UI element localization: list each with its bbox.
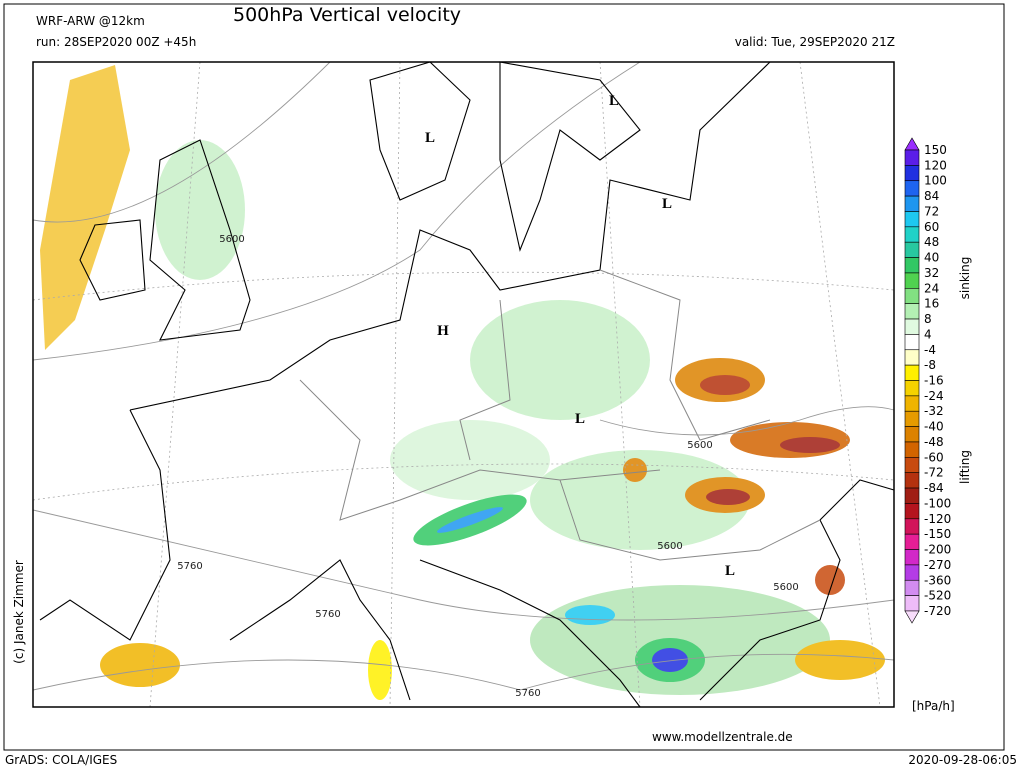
model-label: WRF-ARW @12km [36, 14, 145, 28]
colorbar-bin [904, 226, 920, 243]
coastlines [39, 61, 895, 708]
colorbar-level: 40 [924, 251, 939, 265]
colorbar-end [904, 610, 920, 624]
colorbar-level: -100 [924, 496, 951, 510]
colorbar-bin [904, 595, 920, 612]
colorbar-bin [904, 487, 920, 504]
colorbar-level: -60 [924, 450, 944, 464]
pressure-center: L [425, 130, 435, 146]
colorbar-bin [904, 334, 920, 351]
footer-url: www.modellzentrale.de [652, 730, 793, 744]
colorbar-lower-label: lifting [958, 450, 972, 484]
colorbar-level: -200 [924, 543, 951, 557]
contour-label: 5600 [219, 234, 244, 245]
outer-frame [3, 3, 1005, 751]
contour-label: 5600 [773, 582, 798, 593]
colorbar: 150120100847260484032241684-4-8-16-24-32… [904, 137, 951, 624]
colorbar-bin [904, 564, 920, 581]
colorbar-bin [904, 241, 920, 258]
valid-label: valid: Tue, 29SEP2020 21Z [735, 35, 895, 49]
colorbar-level: 72 [924, 204, 939, 218]
colorbar-level: 24 [924, 281, 939, 295]
colorbar-bin [904, 303, 920, 320]
colorbar-level: 8 [924, 312, 932, 326]
graticule [32, 61, 895, 708]
colorbar-bin [904, 518, 920, 535]
colorbar-level: -720 [924, 604, 951, 618]
run-label: run: 28SEP2020 00Z +45h [36, 35, 196, 49]
map-frame [32, 61, 895, 708]
map-labels: L L L H L L 5600 5600 5600 5600 5760 5760 5760 [177, 93, 798, 699]
colorbar-level: -32 [924, 404, 944, 418]
country-borders [299, 269, 821, 561]
contour-label: 5760 [177, 561, 202, 572]
pressure-center: H [437, 323, 449, 339]
colorbar-level: -16 [924, 374, 944, 388]
colorbar-bin [904, 364, 920, 381]
map-area: L L L H L L 5600 5600 5600 5600 5760 5760 5760 [32, 61, 895, 708]
colorbar-bin [904, 549, 920, 566]
colorbar-bin [904, 318, 920, 335]
colorbar-bin [904, 395, 920, 412]
contour-label: 5600 [687, 440, 712, 451]
contour-label: 5760 [315, 609, 340, 620]
colorbar-bin [904, 410, 920, 427]
colorbar-level: -520 [924, 589, 951, 603]
pressure-center: L [662, 196, 672, 212]
colorbar-bin [904, 195, 920, 212]
colorbar-bin [904, 533, 920, 550]
colorbar-bin [904, 472, 920, 489]
colorbar-level: 150 [924, 143, 947, 157]
colorbar-level: -270 [924, 558, 951, 572]
colorbar-level: 100 [924, 174, 947, 188]
colorbar-level: 48 [924, 235, 939, 249]
colorbar-bin [904, 503, 920, 520]
colorbar-level: -24 [924, 389, 944, 403]
pressure-center: L [575, 411, 585, 427]
colorbar-unit: [hPa/h] [912, 699, 955, 713]
copyright: (c) Janek Zimmer [12, 560, 26, 664]
footer-timestamp: 2020-09-28-06:05 [908, 753, 1017, 767]
colorbar-level: -150 [924, 527, 951, 541]
pressure-center: L [725, 563, 735, 579]
colorbar-bin [904, 441, 920, 458]
footer-software: GrADS: COLA/IGES [5, 753, 117, 767]
colorbar-level: 84 [924, 189, 939, 203]
colorbar-upper-label: sinking [958, 257, 972, 300]
contour-label: 5600 [657, 541, 682, 552]
colorbar-bin [904, 579, 920, 596]
colorbar-level: -360 [924, 573, 951, 587]
colorbar-level: 4 [924, 327, 932, 341]
colorbar-bin [904, 149, 920, 166]
colorbar-level: 16 [924, 297, 939, 311]
colorbar-bin [904, 180, 920, 197]
colorbar-level: -8 [924, 358, 936, 372]
colorbar-bin [904, 380, 920, 397]
colorbar-end [904, 137, 920, 151]
colorbar-bin [904, 349, 920, 366]
map-title: 500hPa Vertical velocity [233, 4, 461, 26]
colorbar-level: -72 [924, 466, 944, 480]
colorbar-level: 60 [924, 220, 939, 234]
colorbar-bin [904, 457, 920, 474]
colorbar-level: -4 [924, 343, 936, 357]
colorbar-level: -40 [924, 420, 944, 434]
colorbar-bin [904, 211, 920, 228]
colorbar-bin [904, 272, 920, 289]
colorbar-level: -48 [924, 435, 944, 449]
colorbar-level: -84 [924, 481, 944, 495]
colorbar-bin [904, 287, 920, 304]
colorbar-bin [904, 426, 920, 443]
pressure-center: L [609, 93, 619, 109]
field-shading [40, 65, 885, 700]
colorbar-bin [904, 257, 920, 274]
colorbar-level: 120 [924, 158, 947, 172]
colorbar-level: 32 [924, 266, 939, 280]
contour-label: 5760 [515, 688, 540, 699]
colorbar-level: -120 [924, 512, 951, 526]
colorbar-bin [904, 165, 920, 182]
